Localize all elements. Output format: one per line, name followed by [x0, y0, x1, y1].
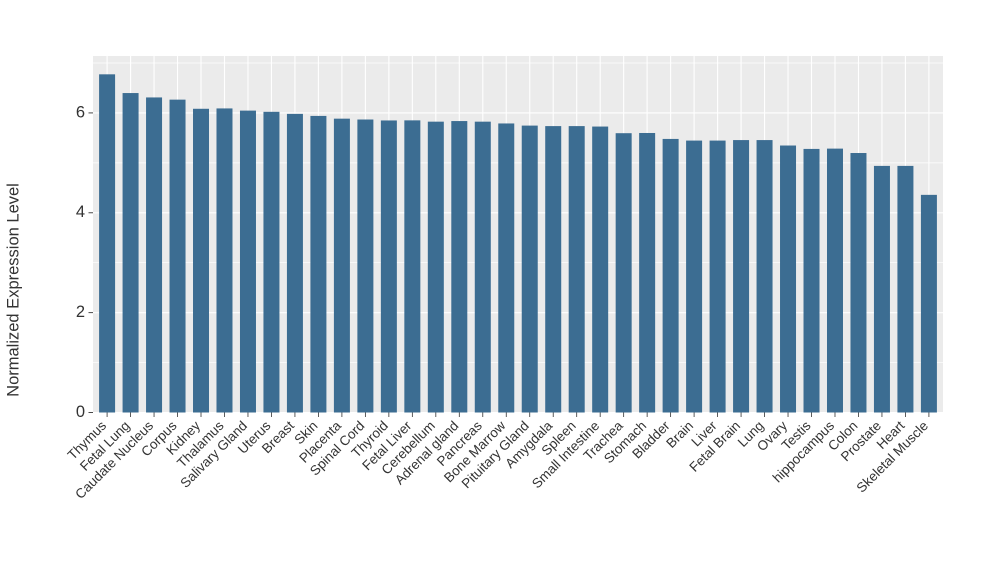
svg-text:4: 4 — [76, 203, 85, 221]
svg-text:2: 2 — [76, 303, 85, 321]
svg-text:6: 6 — [76, 103, 85, 121]
svg-text:0: 0 — [76, 403, 85, 421]
